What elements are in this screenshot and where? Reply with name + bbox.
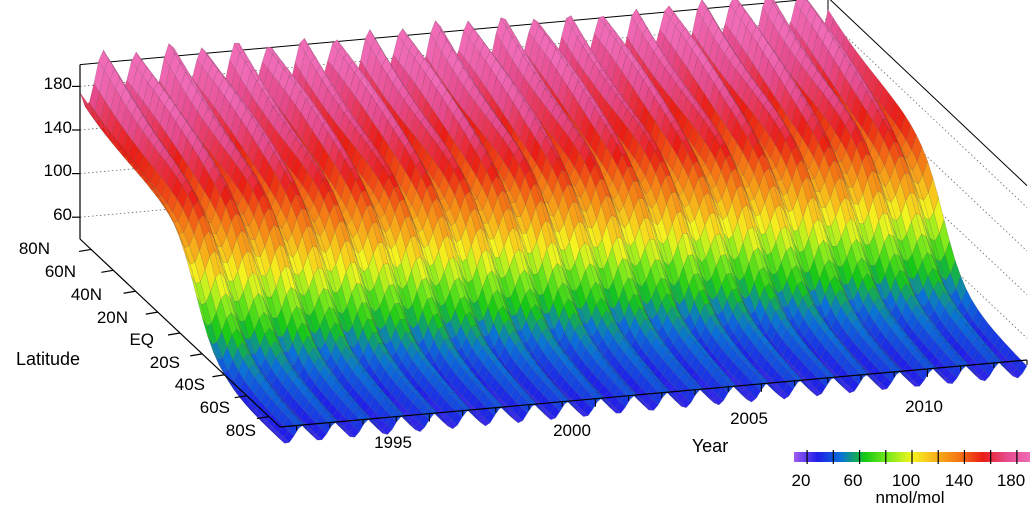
side-top-edge [829,0,1028,186]
surface-mesh [79,0,1028,444]
surface-facet [795,0,806,11]
